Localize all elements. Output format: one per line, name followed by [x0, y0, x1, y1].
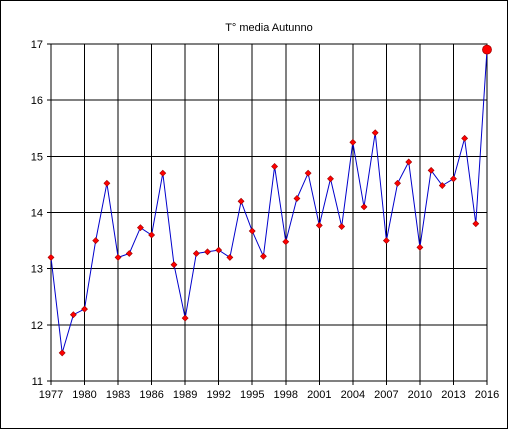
x-tick-label: 1995	[240, 389, 264, 401]
data-point	[137, 224, 144, 232]
data-point	[416, 243, 424, 251]
x-tick-label: 2004	[341, 389, 365, 401]
data-point	[338, 223, 346, 230]
data-point	[394, 179, 401, 187]
data-point	[215, 246, 223, 254]
data-point	[304, 169, 312, 177]
data-point	[438, 182, 446, 189]
data-point	[192, 250, 200, 257]
data-point	[371, 129, 379, 137]
y-tick-label: 14	[31, 208, 43, 220]
y-tick-label: 16	[31, 95, 43, 107]
data-point	[47, 254, 55, 261]
tick-labels: 11 12 13 14 15 16 17 1977 1980 1983 1986 1989 1992 19…	[31, 39, 499, 401]
data-point	[204, 248, 211, 256]
series-layer	[47, 44, 492, 357]
data-point	[103, 179, 111, 187]
data-point	[450, 175, 457, 183]
data-point	[382, 237, 390, 245]
data-point	[360, 203, 368, 211]
y-tick-label: 15	[31, 151, 43, 163]
data-point	[472, 220, 480, 228]
data-point	[282, 238, 290, 246]
data-point	[315, 221, 323, 229]
data-point	[125, 250, 133, 257]
x-tick-label: 2010	[408, 389, 432, 401]
y-tick-label: 12	[31, 320, 43, 332]
x-tick-label: 2007	[374, 389, 398, 401]
x-tick-label: 1989	[173, 389, 197, 401]
x-tick-label: 2016	[475, 389, 499, 401]
y-tick-label: 13	[31, 264, 43, 276]
data-point	[148, 231, 156, 239]
chart-title: T° media Autunno	[225, 22, 313, 34]
data-point	[327, 175, 334, 183]
data-point	[170, 261, 178, 269]
y-tick-label: 11	[32, 376, 43, 388]
data-point	[58, 349, 66, 357]
data-point	[81, 305, 88, 313]
data-point	[159, 169, 167, 177]
x-tick-label: 1983	[106, 389, 130, 401]
x-tick-label: 1980	[72, 389, 96, 401]
data-point	[427, 166, 435, 174]
data-point-highlight	[482, 44, 492, 55]
data-point	[349, 138, 357, 146]
plot-area-border	[50, 43, 488, 382]
data-point	[271, 163, 279, 170]
data-point	[114, 254, 122, 261]
x-tick-label: 2013	[441, 389, 465, 401]
data-point	[69, 311, 77, 319]
x-tick-label: 2001	[307, 389, 331, 401]
axes	[47, 43, 488, 385]
data-point	[92, 237, 100, 245]
x-tick-label: 1998	[274, 389, 298, 401]
series-line	[50, 49, 488, 354]
data-point	[259, 252, 267, 260]
data-point	[237, 197, 245, 205]
x-tick-label: 1986	[139, 389, 163, 401]
data-point	[181, 314, 189, 322]
data-point	[248, 227, 256, 235]
x-tick-label: 1992	[206, 389, 230, 401]
data-point	[405, 158, 413, 166]
x-tick-label: 1977	[39, 389, 63, 401]
data-point	[226, 254, 234, 261]
data-point	[293, 195, 301, 202]
y-tick-label: 17	[31, 39, 43, 51]
data-point	[461, 134, 469, 142]
